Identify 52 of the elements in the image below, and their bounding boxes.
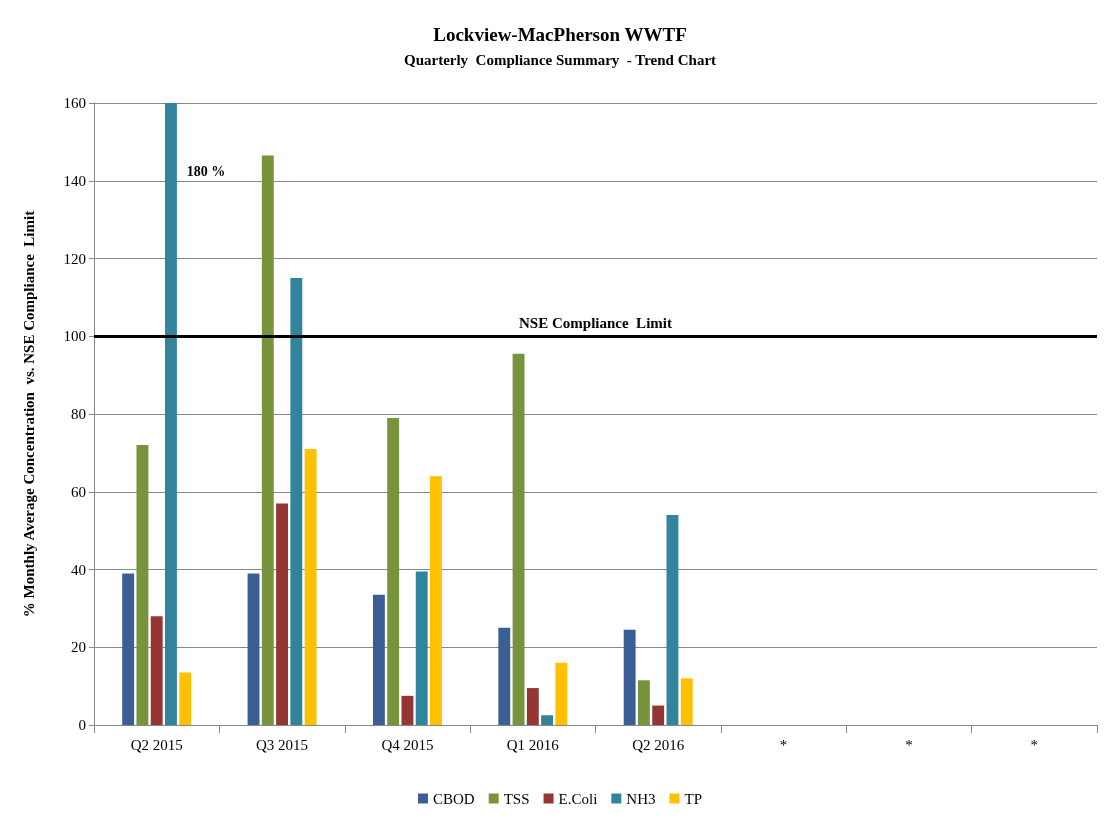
bar <box>247 573 260 725</box>
bar <box>555 662 568 725</box>
x-tick-label: Q2 2016 <box>632 736 685 753</box>
x-tick-label: * <box>905 736 913 753</box>
bar <box>415 571 428 725</box>
x-tick-label: Q3 2015 <box>256 736 309 753</box>
y-tick-label: 20 <box>71 639 86 656</box>
x-tick-label: Q4 2015 <box>381 736 434 753</box>
bar <box>372 594 385 725</box>
y-axis-title: % Monthly Average Concentration vs. NSE Compliance Limit <box>20 210 37 618</box>
legend-label: TSS <box>503 790 530 807</box>
bar <box>680 678 693 725</box>
y-tick-label: 80 <box>71 406 86 422</box>
x-tick-label: Q1 2016 <box>506 736 560 753</box>
bar <box>387 417 400 725</box>
bar <box>666 515 679 725</box>
bar <box>526 688 539 725</box>
y-tick-label: 60 <box>71 483 86 500</box>
bar <box>430 476 442 725</box>
bar <box>136 445 149 725</box>
y-tick-label: 120 <box>63 250 86 267</box>
bar <box>304 448 317 725</box>
chart-subtitle: Quarterly Compliance Summary - Trend Chart <box>403 51 717 68</box>
bar <box>401 695 414 725</box>
annotation: 180 % <box>186 163 226 179</box>
bar <box>623 629 636 725</box>
legend-label: CBOD <box>433 790 475 807</box>
legend-label: TP <box>684 790 702 807</box>
bar <box>512 353 525 725</box>
x-tick-label: * <box>1030 736 1039 753</box>
bar <box>179 672 192 725</box>
bar <box>165 103 177 725</box>
y-tick-label: 140 <box>63 172 86 189</box>
bar <box>276 503 289 725</box>
ref-line-label: NSE Compliance Limit <box>519 314 672 331</box>
y-tick-label: 0 <box>78 717 86 733</box>
y-tick-label: 160 <box>63 95 86 111</box>
bar <box>541 715 554 725</box>
bar <box>150 616 163 725</box>
bar <box>290 277 303 725</box>
bar <box>122 573 135 725</box>
y-tick-label: 100 <box>63 328 86 345</box>
bar <box>261 155 274 725</box>
bar <box>498 627 511 725</box>
x-tick-label: * <box>779 736 788 753</box>
legend-label: NH3 <box>626 790 656 807</box>
chart-title: Lockview-MacPherson WWTF <box>433 24 687 45</box>
legend-label: E.Coli <box>558 790 598 807</box>
bar <box>637 680 650 725</box>
x-tick-label: Q2 2015 <box>130 736 183 753</box>
bar <box>652 705 665 725</box>
y-tick-label: 40 <box>71 561 86 578</box>
